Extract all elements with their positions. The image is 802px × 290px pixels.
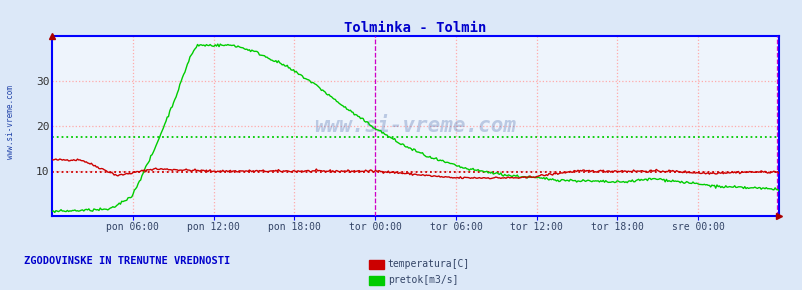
Text: temperatura[C]: temperatura[C]: [387, 260, 469, 269]
Text: www.si-vreme.com: www.si-vreme.com: [314, 116, 516, 136]
Text: pretok[m3/s]: pretok[m3/s]: [387, 276, 458, 285]
Text: ZGODOVINSKE IN TRENUTNE VREDNOSTI: ZGODOVINSKE IN TRENUTNE VREDNOSTI: [24, 256, 230, 266]
Text: www.si-vreme.com: www.si-vreme.com: [6, 85, 15, 159]
Title: Tolminka - Tolmin: Tolminka - Tolmin: [344, 21, 486, 35]
